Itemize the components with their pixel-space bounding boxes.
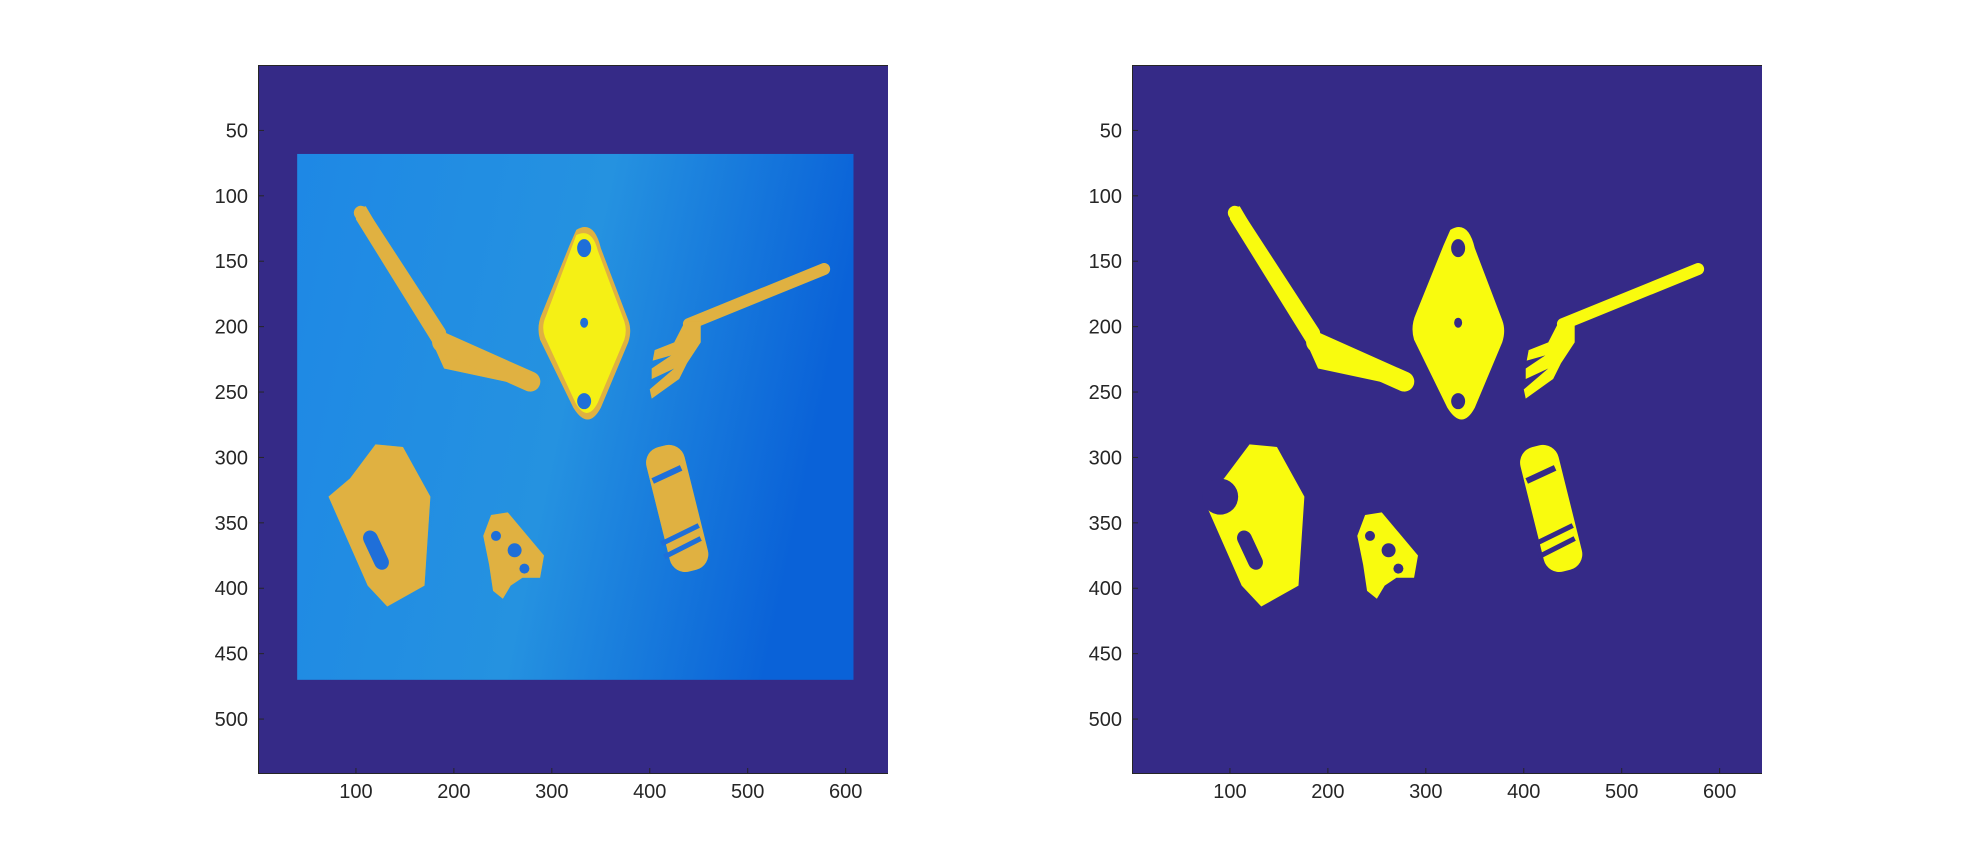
axes-frame	[258, 65, 888, 774]
right-mask-panel: 100 200 300 400 500 600 50 100 150 200 250 300 350 40…	[1062, 0, 1762, 868]
original-image	[258, 65, 888, 774]
knife-shape	[1227, 205, 1415, 392]
y-tick-label: 50	[1100, 120, 1122, 142]
x-tick-label: 500	[1605, 781, 1638, 803]
x-tick-label: 400	[1507, 781, 1540, 803]
x-tick-label: 600	[1703, 781, 1736, 803]
x-tick-label: 400	[633, 781, 666, 803]
y-tick-label: 250	[215, 382, 248, 404]
y-tick-label: 250	[1089, 382, 1122, 404]
y-tick-label: 400	[1089, 578, 1122, 600]
x-tick-label: 100	[1213, 781, 1246, 803]
y-tick-label: 150	[215, 251, 248, 273]
triangle-bracket-shape	[483, 512, 544, 599]
cylinder-shape	[1520, 444, 1583, 572]
y-tick-label: 50	[226, 120, 248, 142]
y-tick-label: 350	[215, 513, 248, 535]
y-tick-label: 300	[215, 447, 248, 469]
image-background	[1132, 65, 1762, 774]
diamond-plate-shape	[1412, 227, 1505, 420]
y-tick-label: 100	[215, 186, 248, 208]
slotted-plate-shape	[1202, 444, 1305, 607]
y-tick-label: 100	[1089, 186, 1122, 208]
y-tick-label: 150	[1089, 251, 1122, 273]
x-tick-label: 200	[437, 781, 470, 803]
knife-shape	[353, 205, 541, 392]
fork-shape	[649, 263, 831, 399]
left-image-panel: 100 200 300 400 500 600 50 100 150 200 250 300 350 40…	[188, 0, 888, 868]
y-tick-label: 350	[1089, 513, 1122, 535]
fork-shape	[1523, 263, 1705, 399]
x-tick-label: 300	[535, 781, 568, 803]
y-tick-label: 300	[1089, 447, 1122, 469]
y-tick-label: 500	[1089, 709, 1122, 731]
x-tick-label: 600	[829, 781, 862, 803]
x-tick-label: 300	[1409, 781, 1442, 803]
y-tick-label: 200	[1089, 317, 1122, 339]
y-tick-label: 200	[215, 317, 248, 339]
original-image-axes: 100 200 300 400 500 600 50 100 150 200 250 300 350 40…	[215, 65, 888, 803]
x-tick-label: 200	[1311, 781, 1344, 803]
y-tick-label: 400	[215, 578, 248, 600]
x-tick-label: 500	[731, 781, 764, 803]
x-tick-label: 100	[339, 781, 372, 803]
y-tick-label: 450	[215, 644, 248, 666]
y-tick-label: 500	[215, 709, 248, 731]
mask-image-axes: 100 200 300 400 500 600 50 100 150 200 250 300 350 40…	[1089, 65, 1762, 803]
y-tick-label: 450	[1089, 644, 1122, 666]
cylinder-shape	[646, 444, 709, 572]
slotted-plate-shape	[328, 444, 431, 607]
triangle-bracket-shape	[1357, 512, 1418, 599]
axes-frame	[1132, 65, 1762, 774]
mask-image	[1132, 65, 1762, 774]
